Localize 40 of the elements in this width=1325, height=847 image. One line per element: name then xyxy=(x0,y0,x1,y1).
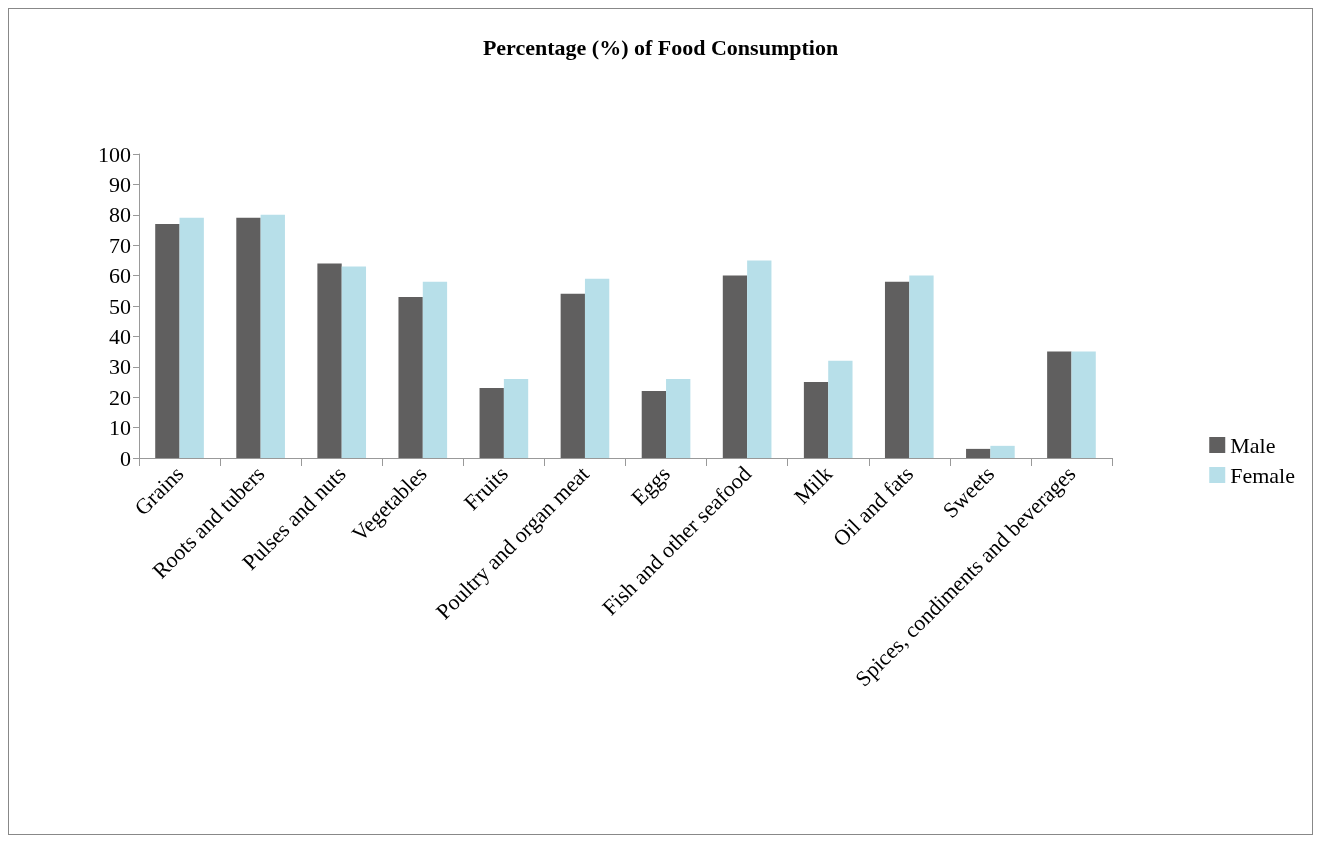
bar xyxy=(641,391,667,458)
legend-label: Female xyxy=(1230,462,1296,488)
y-tick-label: 80 xyxy=(109,202,131,228)
bar xyxy=(803,382,829,458)
bar xyxy=(479,388,504,458)
bar xyxy=(584,278,610,458)
y-tick-label: 0 xyxy=(120,445,131,471)
legend-label: Male xyxy=(1230,432,1276,458)
bar xyxy=(503,378,529,458)
y-tick-label: 20 xyxy=(109,384,131,410)
bar xyxy=(990,445,1015,458)
bar xyxy=(236,217,261,458)
bar xyxy=(422,281,448,458)
bar xyxy=(747,260,772,458)
bar xyxy=(341,266,367,458)
bar xyxy=(179,217,204,458)
bar xyxy=(560,293,585,458)
y-tick-label: 50 xyxy=(109,293,131,319)
y-tick-label: 60 xyxy=(109,263,131,289)
bar xyxy=(1071,351,1096,458)
bar xyxy=(884,281,910,458)
bar xyxy=(1047,351,1072,458)
bar xyxy=(155,223,180,458)
y-tick-label: 30 xyxy=(109,354,131,380)
bar xyxy=(317,263,342,458)
bar xyxy=(398,296,423,458)
x-tick-label: Eggs xyxy=(626,461,675,510)
y-tick-label: 10 xyxy=(109,415,131,441)
bar xyxy=(666,378,691,458)
bar xyxy=(966,448,991,458)
bar xyxy=(828,360,853,458)
bar xyxy=(722,275,748,458)
bar xyxy=(260,214,285,458)
y-tick-label: 90 xyxy=(109,171,131,197)
bar xyxy=(909,275,934,458)
x-tick-label: Milk xyxy=(789,461,838,510)
y-tick-label: 100 xyxy=(98,141,131,167)
y-tick-label: 70 xyxy=(109,232,131,258)
y-tick-label: 40 xyxy=(109,323,131,349)
chart-title: Percentage (%) of Food Consumption xyxy=(482,34,839,60)
